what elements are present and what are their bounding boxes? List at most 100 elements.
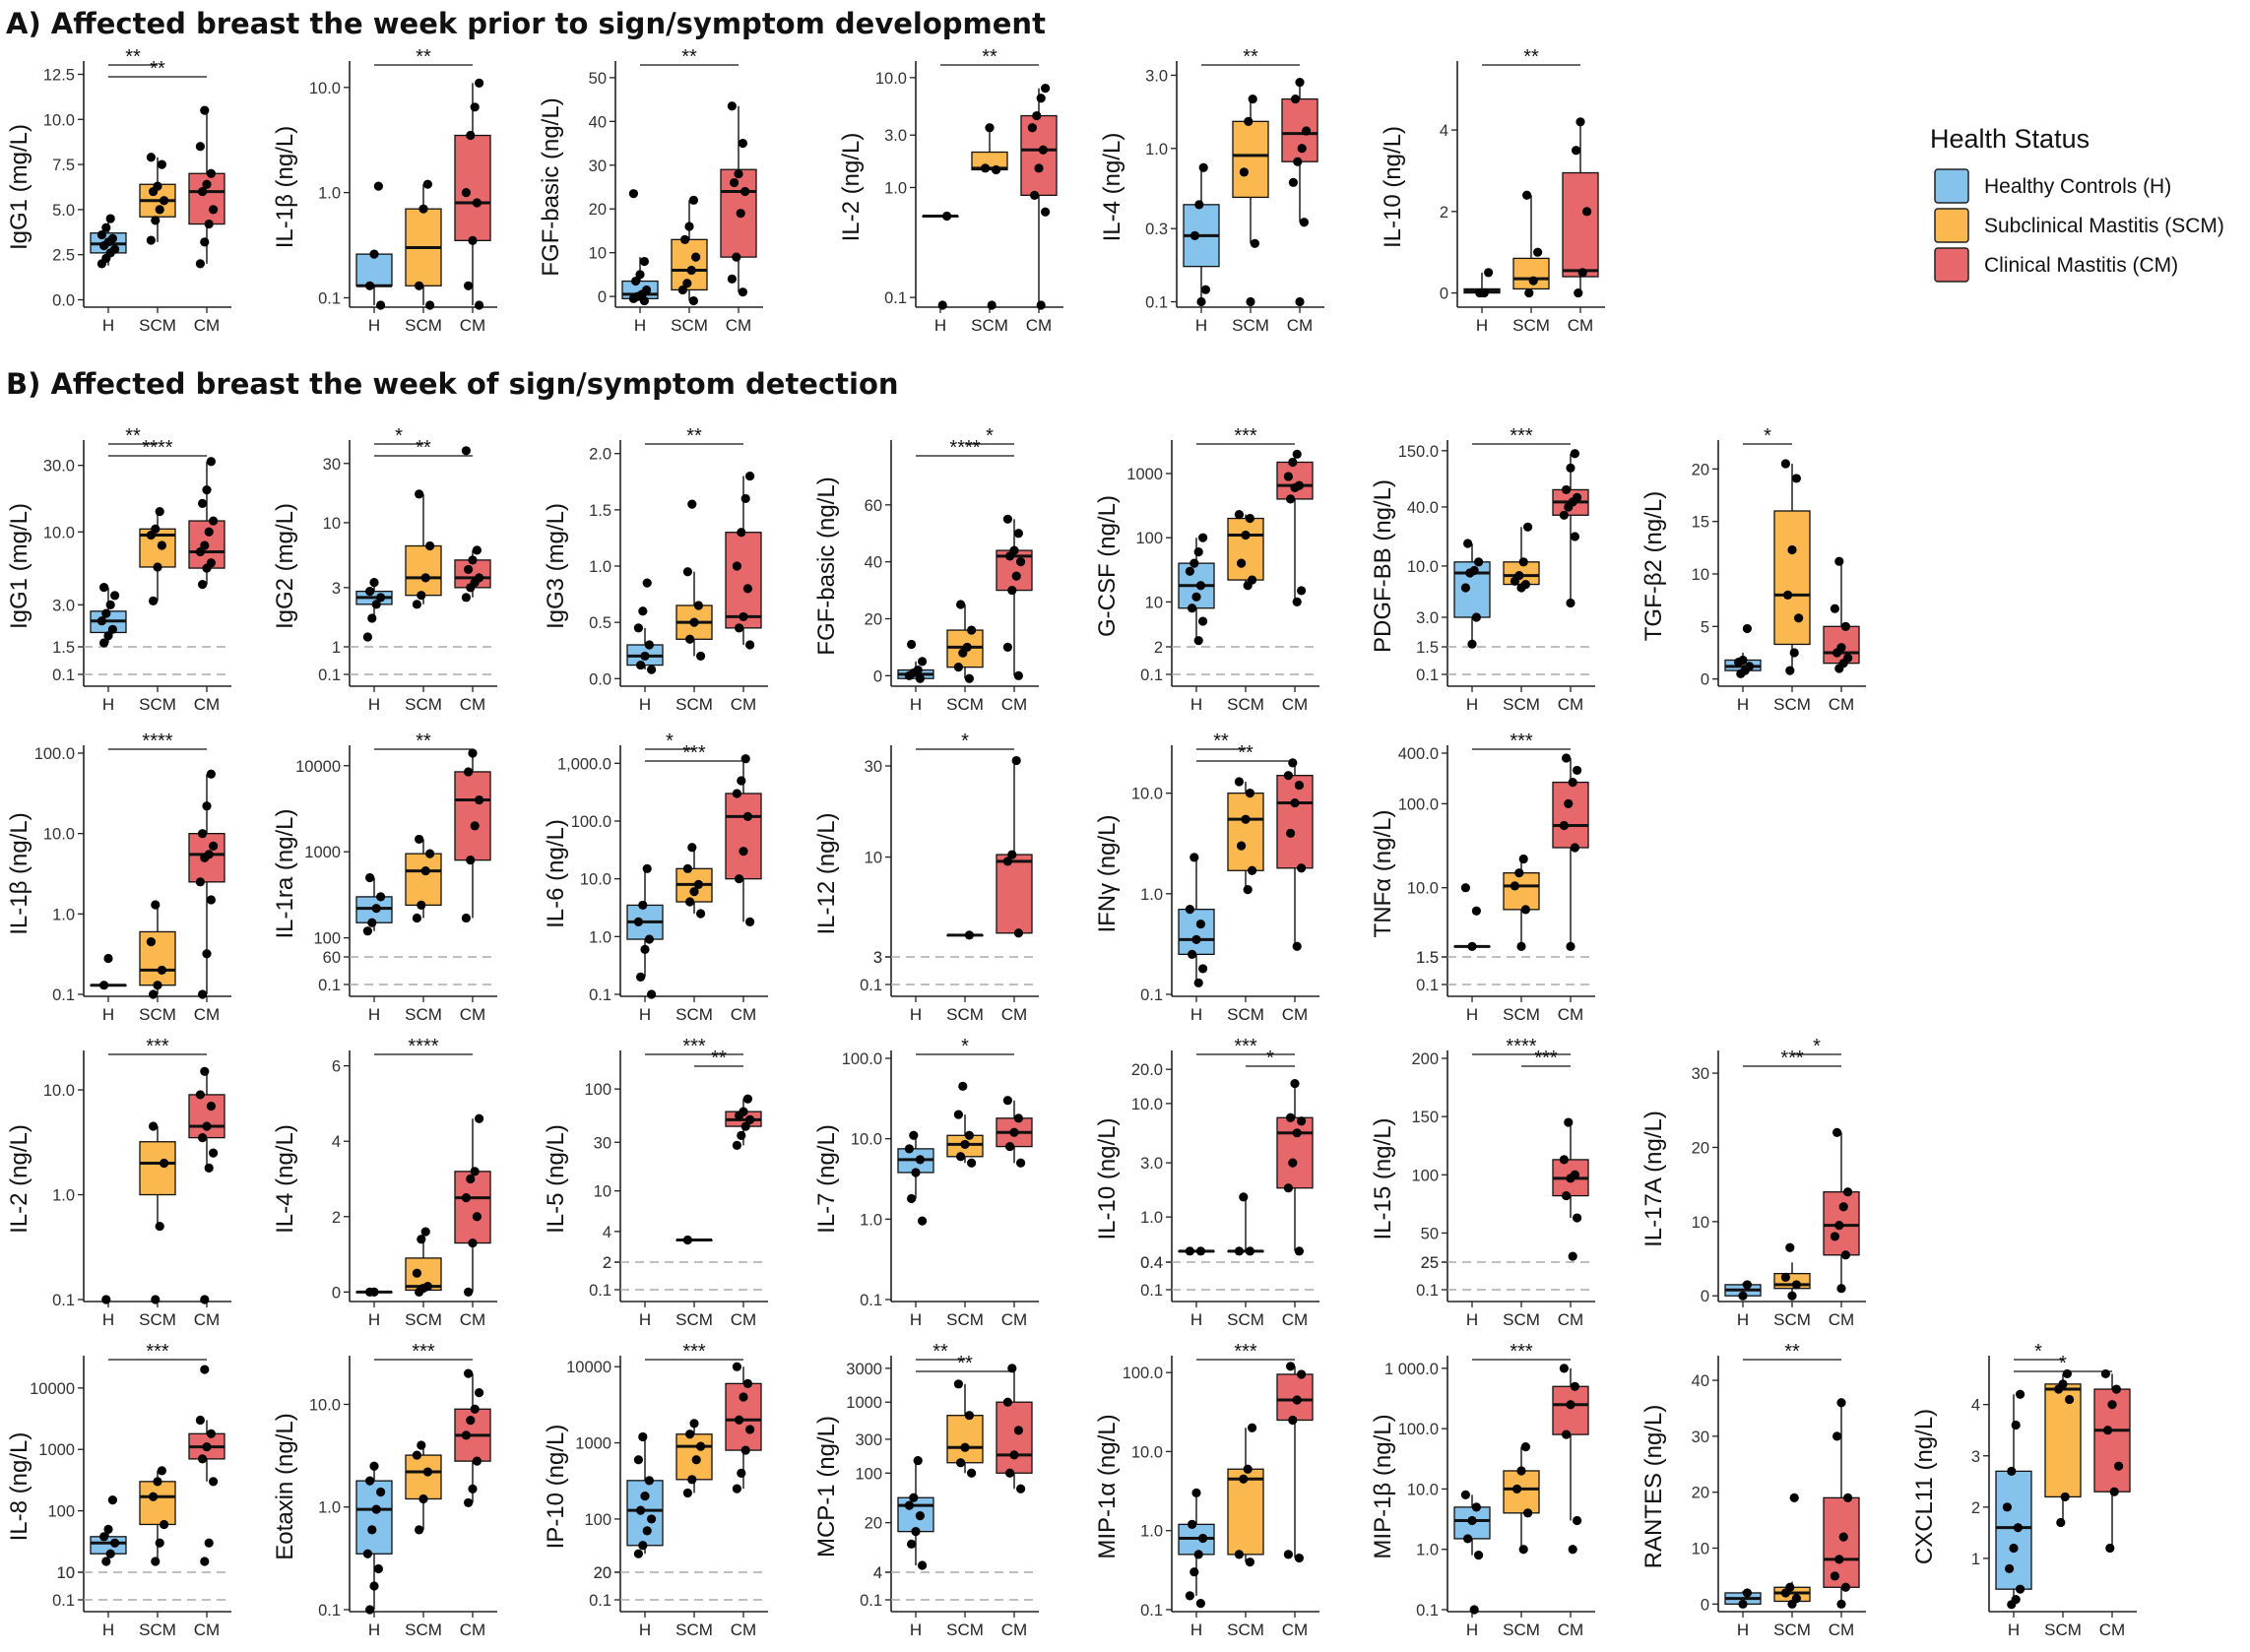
box-body: [1227, 517, 1264, 581]
data-point: [644, 934, 655, 944]
data-point: [204, 850, 214, 859]
x-tick-label: H: [1476, 316, 1488, 335]
x-tick-label: H: [910, 1310, 922, 1329]
y-tick-label: 10000: [30, 1380, 75, 1398]
data-point: [422, 1467, 432, 1477]
box-h: [1178, 1493, 1215, 1596]
data-point: [647, 1514, 657, 1524]
y-axis-label: IL-10 (ng/L): [1094, 1117, 1121, 1239]
x-tick-label: H: [910, 1005, 922, 1024]
data-point: [937, 300, 947, 310]
significance-label: *: [666, 731, 674, 752]
data-point: [198, 186, 208, 197]
x-tick-label: SCM: [1227, 695, 1264, 714]
data-point: [376, 300, 386, 310]
y-tick-label: 30: [865, 758, 882, 776]
data-point: [376, 593, 386, 603]
data-point: [2016, 1389, 2025, 1399]
data-point: [644, 640, 655, 650]
data-point: [1189, 853, 1199, 862]
y-tick-label: 20.0: [1131, 1061, 1163, 1079]
data-point: [461, 913, 471, 923]
data-point: [1559, 820, 1569, 831]
data-point: [964, 930, 975, 940]
data-point: [1198, 162, 1208, 172]
y-tick-label: 50: [1421, 1225, 1439, 1242]
box-cm: [720, 105, 757, 292]
data-point: [103, 1524, 113, 1534]
data-point: [365, 587, 375, 597]
box-scm: [1232, 98, 1269, 244]
data-point: [376, 892, 386, 902]
data-point: [464, 767, 474, 777]
box-scm: [405, 493, 442, 604]
y-tick-label: 0.1: [1140, 1602, 1163, 1620]
y-axis-label: IL-2 (ng/L): [6, 1124, 32, 1234]
box-scm: [1503, 1446, 1540, 1550]
data-point: [740, 754, 750, 764]
data-point: [1834, 556, 1844, 566]
x-tick-label: SCM: [139, 695, 176, 714]
data-point: [1245, 1557, 1254, 1567]
data-point: [967, 1158, 977, 1168]
significance-label: ***: [1234, 1341, 1257, 1363]
data-point: [1582, 207, 1592, 217]
data-point: [640, 944, 650, 954]
y-tick-label: 5.0: [52, 202, 75, 220]
x-tick-label: SCM: [946, 1005, 984, 1024]
y-tick-label: 25: [1421, 1254, 1439, 1272]
y-tick-label: 10.0: [43, 826, 75, 844]
data-point: [1007, 585, 1017, 596]
data-point: [633, 623, 644, 633]
y-tick-label: 1000: [38, 1441, 75, 1459]
data-point: [1283, 1550, 1293, 1559]
data-point: [1791, 1594, 1801, 1604]
data-point: [631, 276, 641, 286]
data-point: [371, 904, 381, 914]
data-point: [1234, 1246, 1244, 1256]
data-point: [1574, 287, 1583, 298]
y-tick-label: 10.0: [1407, 558, 1439, 576]
data-point: [365, 1476, 375, 1486]
data-point: [206, 457, 216, 467]
data-point: [1562, 753, 1572, 763]
chart-panel-b5: 10 100 1000 2 0.1 G-CSF (ng/L) H SCM CM ***: [1094, 425, 1319, 714]
data-point: [1843, 653, 1853, 663]
section-b-title: B) Affected breast the week of sign/symp…: [6, 367, 899, 401]
y-tick-label: 1.0: [589, 558, 611, 576]
x-tick-label: SCM: [139, 1005, 176, 1024]
y-tick-label: 30: [323, 456, 341, 474]
x-tick-label: CM: [731, 1310, 756, 1329]
data-point: [1742, 1588, 1752, 1598]
box-h: [626, 868, 664, 978]
data-point: [1292, 449, 1302, 459]
data-point: [732, 1484, 742, 1493]
data-point: [464, 281, 474, 290]
data-point: [1471, 612, 1481, 622]
data-point: [904, 1500, 915, 1510]
y-tick-label: 0.1: [1140, 986, 1163, 1004]
data-point: [365, 872, 375, 883]
y-tick-label: 0.1: [318, 289, 341, 307]
x-tick-label: H: [910, 1620, 922, 1639]
box-scm: [139, 1125, 176, 1227]
data-point: [735, 1415, 744, 1425]
y-tick-label: 3: [1971, 1448, 1980, 1466]
data-point: [198, 580, 208, 590]
box-body: [996, 854, 1033, 934]
data-point: [1469, 1605, 1479, 1615]
data-point: [371, 600, 381, 609]
y-tick-label: 10.0: [43, 111, 75, 129]
data-point: [99, 1532, 109, 1542]
x-tick-label: SCM: [946, 1310, 984, 1329]
data-point: [1559, 1364, 1569, 1373]
box-body: [1773, 510, 1811, 646]
y-tick-label: 0.1: [589, 1282, 611, 1300]
data-point: [412, 1450, 421, 1460]
y-tick-label: 100: [584, 1511, 611, 1529]
data-point: [151, 524, 161, 534]
box-cm: [996, 760, 1033, 934]
box-body: [1823, 1496, 1860, 1588]
data-point: [475, 573, 484, 583]
data-point: [1479, 287, 1489, 298]
